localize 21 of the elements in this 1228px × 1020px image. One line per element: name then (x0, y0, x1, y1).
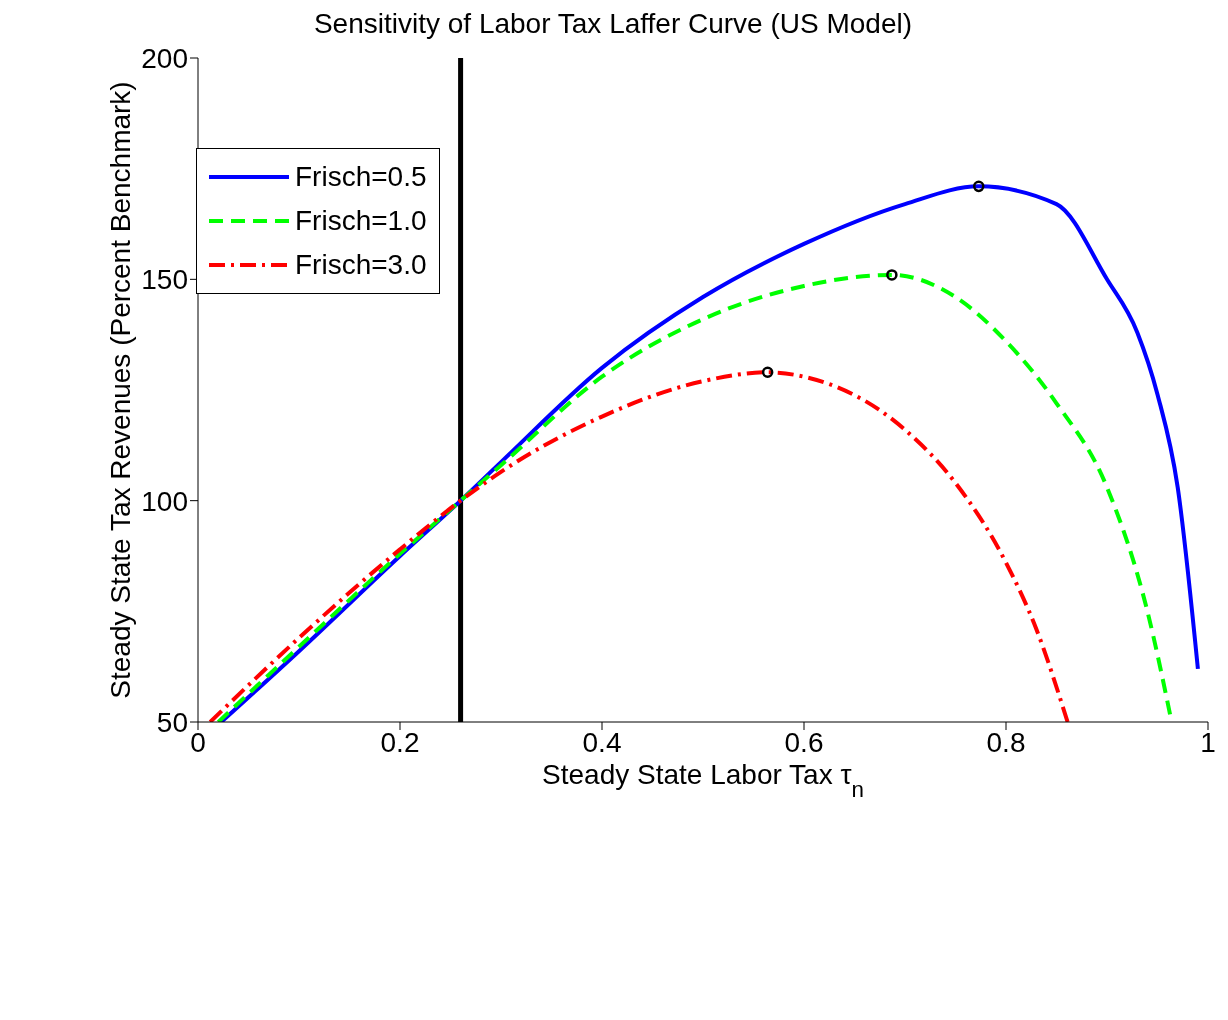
y-tick-label: 200 (141, 42, 188, 74)
point (761, 366, 774, 379)
x-tick-label: 0 (190, 726, 206, 758)
point (886, 269, 898, 281)
legend-label: Frisch=3.0 (295, 248, 427, 282)
legend-label: Frisch=0.5 (295, 160, 427, 194)
x-tick-label: 0.4 (582, 726, 622, 758)
x-tick-label: 0.6 (784, 726, 824, 758)
x-tick-label: 0.2 (380, 726, 420, 758)
chart-title: Sensitivity of Labor Tax Laffer Curve (US Model) (313, 8, 913, 39)
point (972, 180, 985, 193)
y-tick-label: 150 (141, 264, 188, 296)
y-tick-label: 100 (141, 485, 188, 517)
y-axis-title: Steady State Tax Revenues (Percent Benchmark) (105, 81, 136, 699)
x-tick-label: 0.8 (986, 726, 1026, 758)
x-axis-title: Steady State Labor Tax τ$_{n}$ (542, 759, 864, 802)
x-tick-label: 1 (1200, 726, 1216, 758)
line-series (208, 370, 1070, 722)
legend-label: Frisch=1.0 (295, 204, 427, 238)
line-series (216, 272, 1174, 722)
y-tick-label: 50 (156, 706, 188, 738)
